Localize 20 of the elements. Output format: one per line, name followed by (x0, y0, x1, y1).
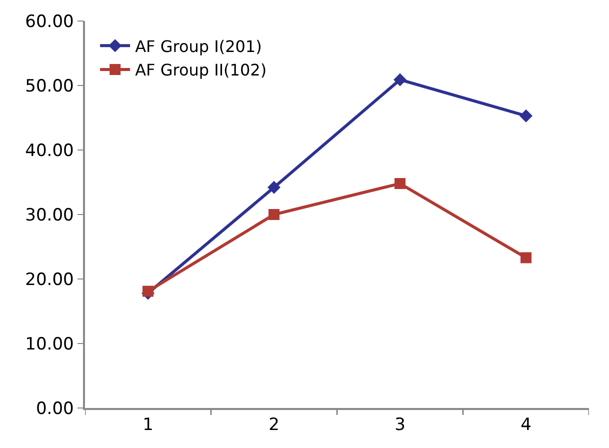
point (268, 209, 280, 220)
legend-label: AF Group II(102) (135, 60, 267, 80)
y-tick-label: 60.00 (25, 12, 74, 32)
point (142, 286, 154, 297)
x-tick-label: 3 (394, 415, 406, 436)
x-tick-label: 2 (268, 415, 280, 436)
y-tick-label: 30.00 (25, 205, 74, 226)
y-tick-label: 20.00 (25, 270, 74, 290)
point (394, 178, 406, 190)
point (268, 180, 280, 194)
legend-label: AF Group I(201) (135, 36, 262, 56)
y-tick-label: 40.00 (25, 140, 74, 161)
y-tick-label: 0.00 (36, 398, 74, 419)
x-tick-label: 1 (142, 415, 154, 436)
y-tick-label: 50.00 (25, 76, 74, 96)
point (394, 73, 406, 86)
x-tick-label: 4 (520, 415, 532, 436)
point (520, 109, 532, 122)
point (520, 252, 532, 264)
y-tick-label: 10.00 (25, 334, 74, 354)
